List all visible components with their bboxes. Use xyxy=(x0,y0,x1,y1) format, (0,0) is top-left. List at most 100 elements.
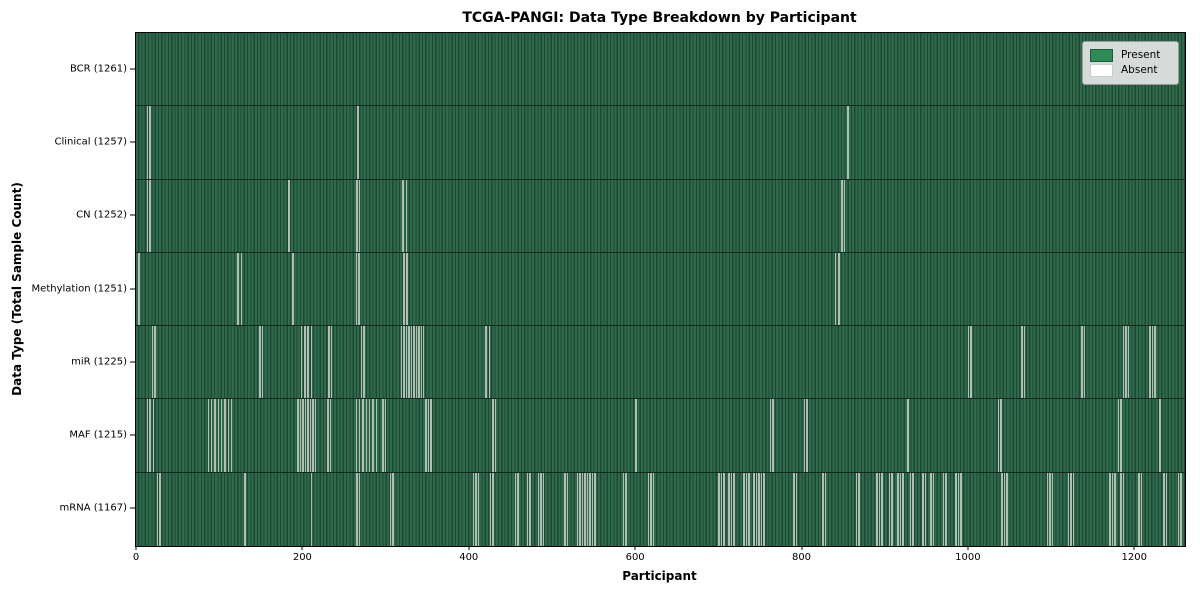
absent-stripe xyxy=(652,472,655,546)
x-tick-mark xyxy=(634,546,636,550)
absent-stripe xyxy=(307,326,309,399)
absent-stripe xyxy=(408,326,410,399)
absent-stripe xyxy=(579,472,581,546)
x-tick-label: 1200 xyxy=(1121,552,1147,563)
absent-stripe xyxy=(537,472,540,546)
absent-stripe xyxy=(581,472,584,546)
absent-stripe xyxy=(1127,326,1130,399)
absent-stripe xyxy=(430,399,432,472)
present-swatch-icon xyxy=(1090,49,1113,62)
absent-stripe xyxy=(356,179,358,252)
absent-stripe xyxy=(748,472,750,546)
absent-stripe xyxy=(625,472,627,546)
absent-stripe xyxy=(955,472,957,546)
absent-stripe xyxy=(152,399,155,472)
absent-stripe xyxy=(803,399,806,472)
absent-stripe xyxy=(149,179,151,252)
heatmap-row-methylation xyxy=(136,252,1185,327)
absent-stripe xyxy=(930,472,932,546)
x-tick-label: 800 xyxy=(791,552,812,563)
absent-stripe xyxy=(410,326,413,399)
absent-stripe xyxy=(733,472,735,546)
absent-stripe xyxy=(932,472,935,546)
absent-stripe xyxy=(858,472,860,546)
absent-stripe xyxy=(855,472,858,546)
absent-stripe xyxy=(1021,326,1023,399)
absent-stripe xyxy=(358,399,361,472)
absent-stripe xyxy=(477,472,480,546)
absent-stripe xyxy=(372,399,374,472)
absent-stripe xyxy=(720,472,723,546)
absent-stripe xyxy=(310,472,313,546)
y-tick-mark xyxy=(130,507,135,509)
absent-stripe xyxy=(327,399,329,472)
absent-stripe xyxy=(1120,472,1122,546)
absent-stripe xyxy=(970,326,972,399)
absent-stripe xyxy=(540,472,542,546)
absent-stripe xyxy=(753,472,755,546)
absent-stripe xyxy=(1165,472,1168,546)
absent-stripe xyxy=(1070,472,1072,546)
x-tick-label: 600 xyxy=(625,552,645,563)
absent-stripe xyxy=(769,399,772,472)
absent-stripe xyxy=(586,472,589,546)
absent-stripe xyxy=(1067,472,1070,546)
absent-stripe xyxy=(843,179,846,252)
absent-stripe xyxy=(237,252,239,326)
legend: Present Absent xyxy=(1082,41,1179,85)
absent-stripe xyxy=(806,399,808,472)
x-tick-label: 400 xyxy=(459,552,479,563)
y-axis-label: Data Type (Total Sample Count) xyxy=(10,182,24,396)
absent-stripe xyxy=(888,472,891,546)
absent-stripe xyxy=(154,326,156,399)
absent-stripe xyxy=(635,399,637,472)
heatmap-row-bcr xyxy=(136,33,1185,107)
absent-stripe xyxy=(422,326,425,399)
absent-stripe xyxy=(1046,472,1049,546)
y-tick-label: miR (1225) xyxy=(71,356,127,368)
absent-stripe xyxy=(314,399,317,472)
heatmap-row-clinical xyxy=(136,106,1185,180)
absent-stripe xyxy=(576,472,579,546)
absent-stripe xyxy=(310,326,313,399)
absent-stripe xyxy=(485,326,487,399)
absent-stripe xyxy=(402,179,404,252)
y-tick-label: mRNA (1167) xyxy=(59,502,127,514)
x-tick-mark xyxy=(135,546,137,550)
absent-stripe xyxy=(358,179,361,252)
absent-stripe xyxy=(149,106,151,179)
absent-stripe xyxy=(1081,326,1083,399)
absent-stripe xyxy=(368,399,371,472)
y-tick-label: CN (1252) xyxy=(76,209,127,221)
absent-stripe xyxy=(220,399,223,472)
absent-stripe xyxy=(758,472,760,546)
absent-stripe xyxy=(355,399,358,472)
absent-stripe xyxy=(1159,399,1161,472)
absent-stripe xyxy=(517,472,519,546)
absent-stripe xyxy=(730,472,733,546)
legend-item-present: Present xyxy=(1090,49,1171,62)
absent-stripe xyxy=(878,472,881,546)
absent-stripe xyxy=(912,472,914,546)
absent-stripe xyxy=(227,399,229,472)
absent-stripe xyxy=(207,399,210,472)
absent-stripe xyxy=(217,399,220,472)
absent-stripe xyxy=(584,472,586,546)
absent-stripe xyxy=(159,472,161,546)
absent-stripe xyxy=(358,252,360,326)
absent-stripe xyxy=(876,472,878,546)
absent-stripe xyxy=(288,179,290,252)
absent-stripe xyxy=(891,472,893,546)
absent-stripe xyxy=(529,472,531,546)
absent-stripe xyxy=(899,472,902,546)
absent-stripe xyxy=(151,326,154,399)
y-tick-mark xyxy=(130,68,135,70)
absent-stripe xyxy=(489,472,492,546)
absent-stripe xyxy=(329,399,332,472)
absent-stripe xyxy=(622,472,625,546)
absent-stripe xyxy=(755,472,758,546)
absent-stripe xyxy=(1114,472,1116,546)
x-tick-mark xyxy=(967,546,969,550)
absent-stripe xyxy=(902,472,904,546)
